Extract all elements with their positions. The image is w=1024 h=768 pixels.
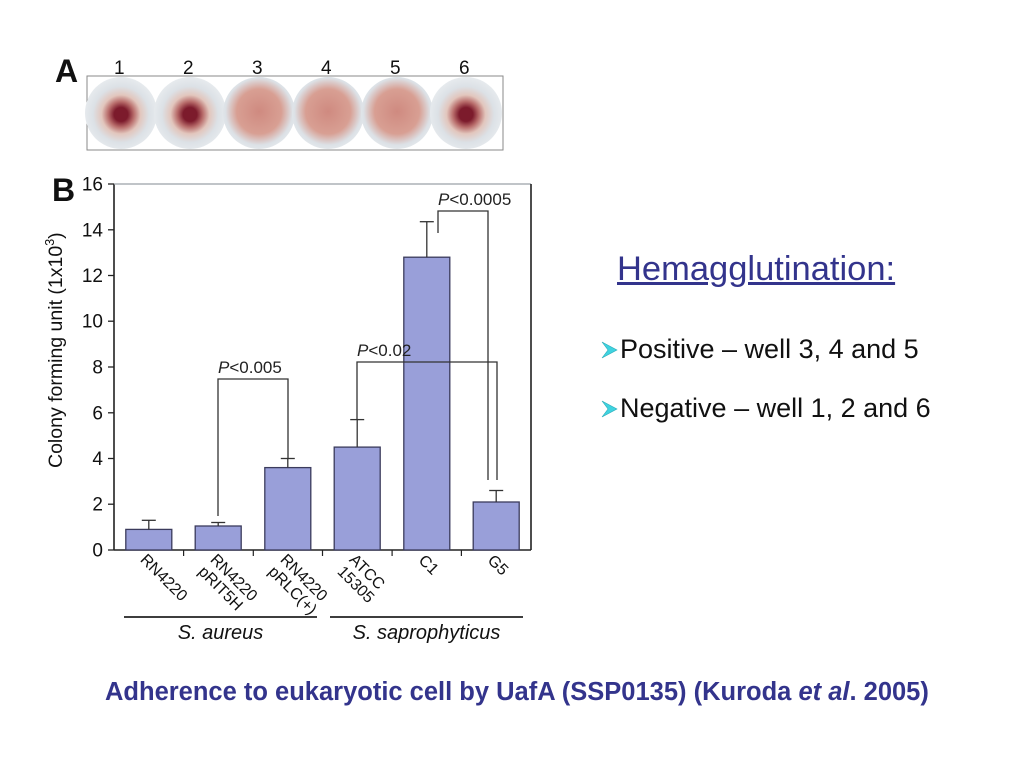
svg-text:2: 2: [92, 495, 103, 516]
svg-text:14: 14: [82, 220, 104, 241]
svg-text:12: 12: [82, 266, 103, 287]
svg-text:16: 16: [82, 175, 103, 196]
svg-text:0: 0: [92, 541, 103, 562]
svg-text:10: 10: [82, 312, 103, 333]
svg-text:4: 4: [92, 449, 103, 470]
svg-text:8: 8: [92, 358, 103, 379]
svg-text:6: 6: [92, 403, 103, 424]
